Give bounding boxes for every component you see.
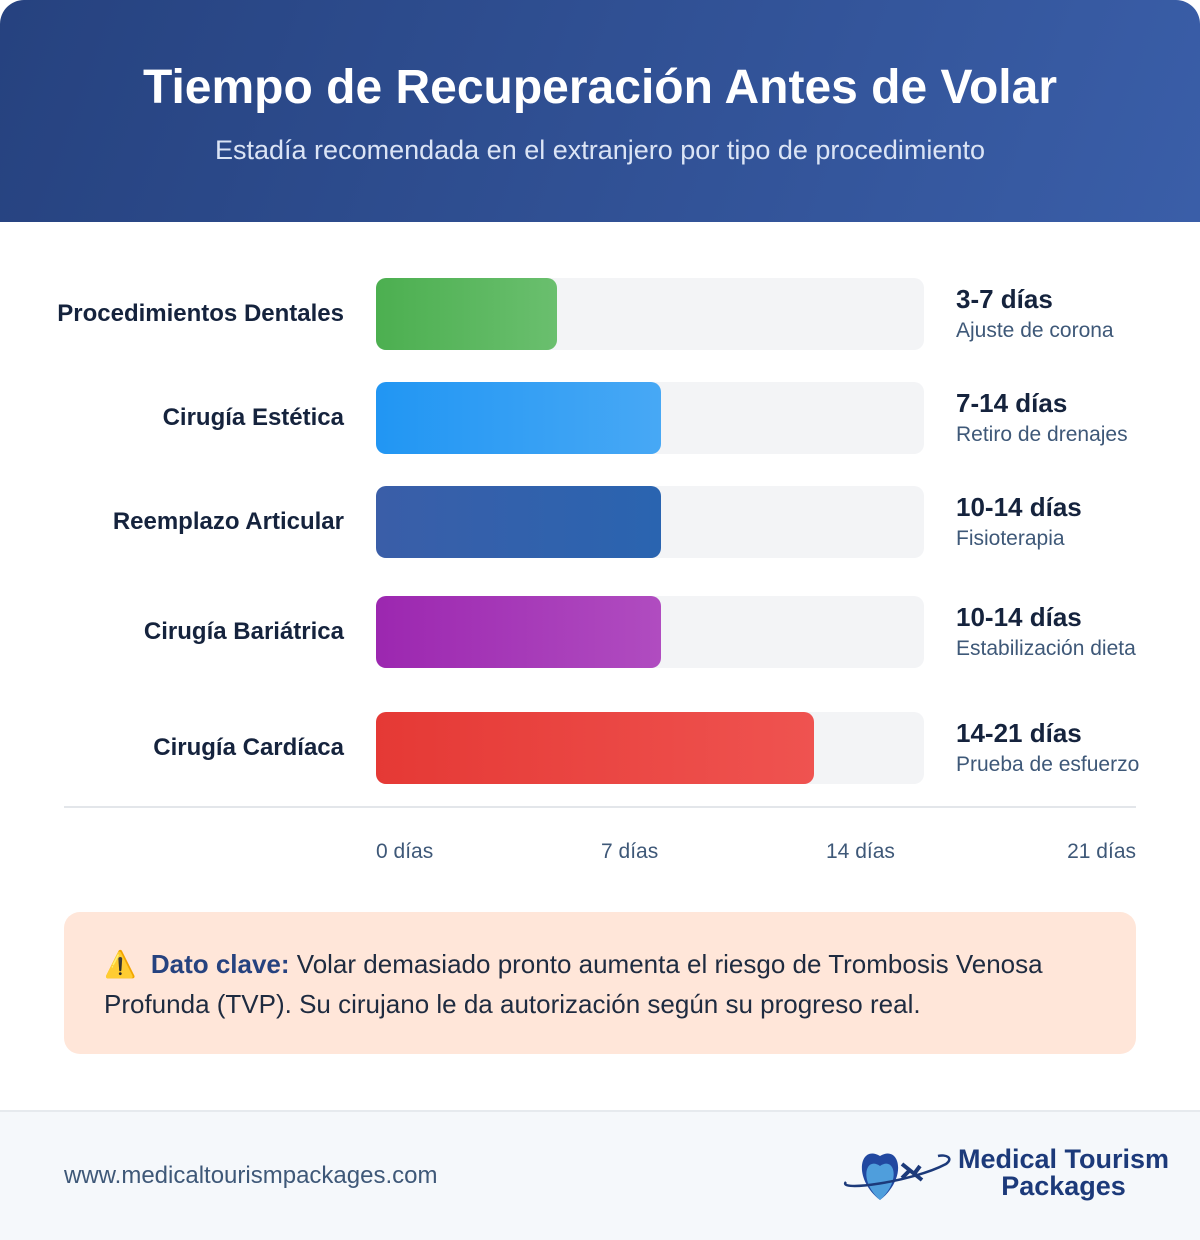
warning-icon: ⚠️ [104, 949, 137, 979]
axis-line [64, 806, 1136, 808]
bar [376, 382, 661, 454]
logo-line: Medical Tourism [958, 1144, 1170, 1174]
tick-label: 21 días [1067, 840, 1136, 863]
header: Tiempo de Recuperación Antes de Volar Es… [0, 0, 1200, 222]
range-label: 14-21 días [956, 718, 1082, 748]
page-title: Tiempo de Recuperación Antes de Volar [142, 61, 1057, 114]
range-label: 10-14 días [956, 492, 1082, 522]
footer: www.medicaltourismpackages.com Medical T… [0, 1110, 1200, 1240]
bar-track [376, 382, 924, 454]
page-subtitle: Estadía recomendada en el extranjero por… [215, 135, 985, 165]
category-label: Cirugía Estética [162, 404, 344, 431]
range-label: 3-7 días [956, 284, 1053, 314]
range-label: 10-14 días [956, 602, 1082, 632]
key-fact-box: ⚠️ Dato clave: Volar demasiado pronto au… [64, 912, 1136, 1054]
category-label: Reemplazo Articular [112, 508, 344, 535]
logo-line: Packages [1001, 1171, 1126, 1201]
logo-text: Medical Tourism Packages [958, 1146, 1169, 1200]
key-fact-label: Dato clave: [150, 949, 290, 979]
note-label: Fisioterapia [956, 527, 1065, 550]
category-label: Cirugía Bariátrica [143, 618, 344, 645]
bar-track [376, 486, 924, 558]
range-label: 7-14 días [956, 388, 1068, 418]
heart-plane-icon [843, 1153, 951, 1200]
bar-track [376, 712, 924, 784]
tick-label: 14 días [826, 840, 895, 863]
tick-label: 7 días [601, 840, 659, 863]
bar-track [376, 596, 924, 668]
note-label: Retiro de drenajes [956, 423, 1128, 446]
bar [376, 278, 557, 350]
key-fact-text: Volar demasiado pronto aumenta el riesgo… [104, 949, 1043, 1019]
note-label: Prueba de esfuerzo [956, 753, 1140, 776]
note-label: Ajuste de corona [956, 319, 1114, 342]
bar [376, 596, 661, 668]
category-label: Procedimientos Dentales [57, 300, 344, 327]
note-label: Estabilización dieta [956, 637, 1136, 660]
bar-track [376, 278, 924, 350]
bar [376, 712, 815, 784]
website-url: www.medicaltourismpackages.com [64, 1162, 438, 1189]
tick-label: 0 días [376, 840, 434, 863]
bar [376, 486, 661, 558]
logo: Medical Tourism Packages [842, 1142, 1169, 1209]
category-label: Cirugía Cardíaca [153, 734, 344, 761]
